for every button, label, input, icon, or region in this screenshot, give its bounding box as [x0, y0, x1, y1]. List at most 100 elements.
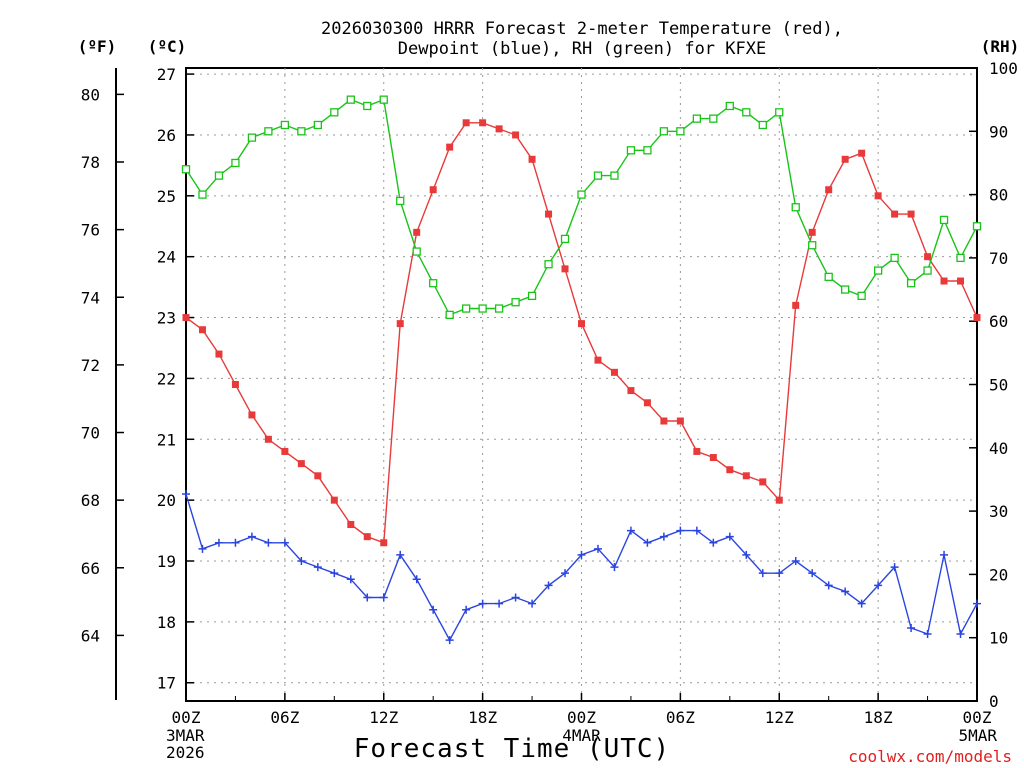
temperature-point	[627, 387, 635, 395]
time-tick-label: 12Z	[765, 708, 794, 727]
rh-point	[560, 234, 570, 244]
dewpoint-point	[692, 526, 701, 535]
temperature-point	[528, 155, 536, 163]
rh-point	[214, 171, 224, 180]
rh-point	[758, 120, 767, 130]
temperature-point	[841, 155, 849, 163]
dewpoint-point	[495, 599, 504, 608]
rh-point	[873, 266, 883, 275]
dewpoint-point	[676, 526, 685, 535]
dewpoint-point	[874, 581, 883, 590]
rh-point	[890, 253, 899, 263]
rh-point	[841, 285, 850, 294]
rh-tick-label: 90	[989, 122, 1008, 141]
temperature-point	[264, 435, 272, 443]
rh-point	[346, 95, 355, 104]
fahrenheit-tick-label: 76	[81, 221, 100, 240]
rh-point	[330, 108, 339, 117]
chart-title-line1: 2026030300 HRRR Forecast 2-meter Tempera…	[321, 19, 843, 39]
dewpoint-point	[330, 569, 339, 578]
rh-point	[461, 304, 471, 313]
temperature-point	[742, 472, 750, 480]
time-tick-date-label: 3MAR	[166, 726, 205, 745]
rh-point	[313, 120, 322, 130]
celsius-tick-label: 19	[157, 552, 176, 571]
temperature-point	[940, 277, 948, 285]
time-tick-label: 00Z	[963, 708, 992, 727]
dewpoint-point	[214, 538, 223, 547]
rh-tick-label: 0	[989, 692, 999, 711]
rh-point	[643, 146, 652, 155]
source-credit: coolwx.com/models	[848, 747, 1012, 766]
dewpoint-point	[346, 575, 355, 584]
temperature-point	[858, 149, 866, 157]
rh-point	[593, 171, 603, 180]
rh-point	[412, 247, 421, 256]
rh-tick-label: 50	[989, 376, 1008, 395]
rh-point	[280, 120, 290, 130]
rh-point	[379, 95, 388, 104]
rh-point	[231, 158, 240, 168]
temperature-point	[594, 356, 602, 364]
chart-title-line2: Dewpoint (blue), RH (green) for KFXE	[398, 39, 766, 59]
celsius-tick-label: 21	[157, 430, 176, 449]
temperature-point	[479, 119, 487, 127]
dewpoint-point	[511, 593, 520, 602]
temperature-point	[281, 447, 289, 455]
time-tick-date-label: 4MAR	[562, 726, 601, 745]
rh-point	[247, 133, 257, 142]
dewpoint-point	[577, 550, 586, 559]
temperature-point	[347, 520, 355, 528]
rh-point	[775, 108, 784, 117]
dewpoint-point	[791, 557, 800, 566]
rh-unit-label: (RH)	[981, 37, 1020, 56]
rh-tick-label: 70	[989, 249, 1008, 268]
rh-point	[791, 203, 800, 212]
celsius-tick-label: 22	[157, 369, 176, 388]
dewpoint-point	[478, 599, 487, 608]
temperature-point	[891, 210, 899, 218]
dewpoint-point	[907, 623, 916, 632]
rh-tick-label: 10	[989, 629, 1008, 648]
rh-point	[857, 291, 866, 301]
temperature-point	[973, 314, 981, 322]
dewpoint-point	[940, 550, 949, 559]
rh-point	[297, 127, 306, 136]
dewpoint-point	[561, 569, 570, 578]
temperature-line	[185, 122, 978, 544]
temperature-point	[198, 326, 206, 334]
rh-tick-label: 30	[989, 502, 1008, 521]
dewpoint-point	[445, 636, 454, 645]
celsius-tick-label: 20	[157, 491, 176, 510]
dewpoint-point	[198, 544, 207, 553]
rh-point	[742, 108, 751, 117]
dewpoint-point	[313, 563, 322, 572]
rh-point	[577, 190, 586, 199]
rh-point	[429, 279, 438, 288]
data-series	[181, 95, 982, 645]
rh-point	[626, 146, 636, 155]
dewpoint-point	[429, 605, 438, 614]
celsius-tick-label: 27	[157, 65, 176, 84]
rh-point	[527, 291, 537, 301]
temperature-point	[446, 143, 454, 151]
dewpoint-point	[247, 532, 256, 541]
celsius-tick-label: 17	[157, 674, 176, 693]
temperature-point	[215, 350, 223, 358]
temperature-point	[808, 228, 816, 236]
temperature-point	[495, 125, 503, 133]
dewpoint-point	[956, 630, 965, 639]
rh-point	[264, 127, 273, 136]
dewpoint-point	[643, 538, 652, 547]
time-tick-label: 12Z	[369, 708, 398, 727]
grid-lines	[186, 68, 977, 701]
temperature-point	[182, 314, 190, 322]
celsius-tick-label: 26	[157, 126, 176, 145]
rh-point	[445, 310, 454, 320]
fahrenheit-tick-label: 80	[81, 85, 100, 104]
rh-point	[494, 304, 504, 313]
dewpoint-point	[593, 544, 602, 553]
temperature-point	[429, 186, 437, 194]
rh-point	[363, 101, 372, 111]
